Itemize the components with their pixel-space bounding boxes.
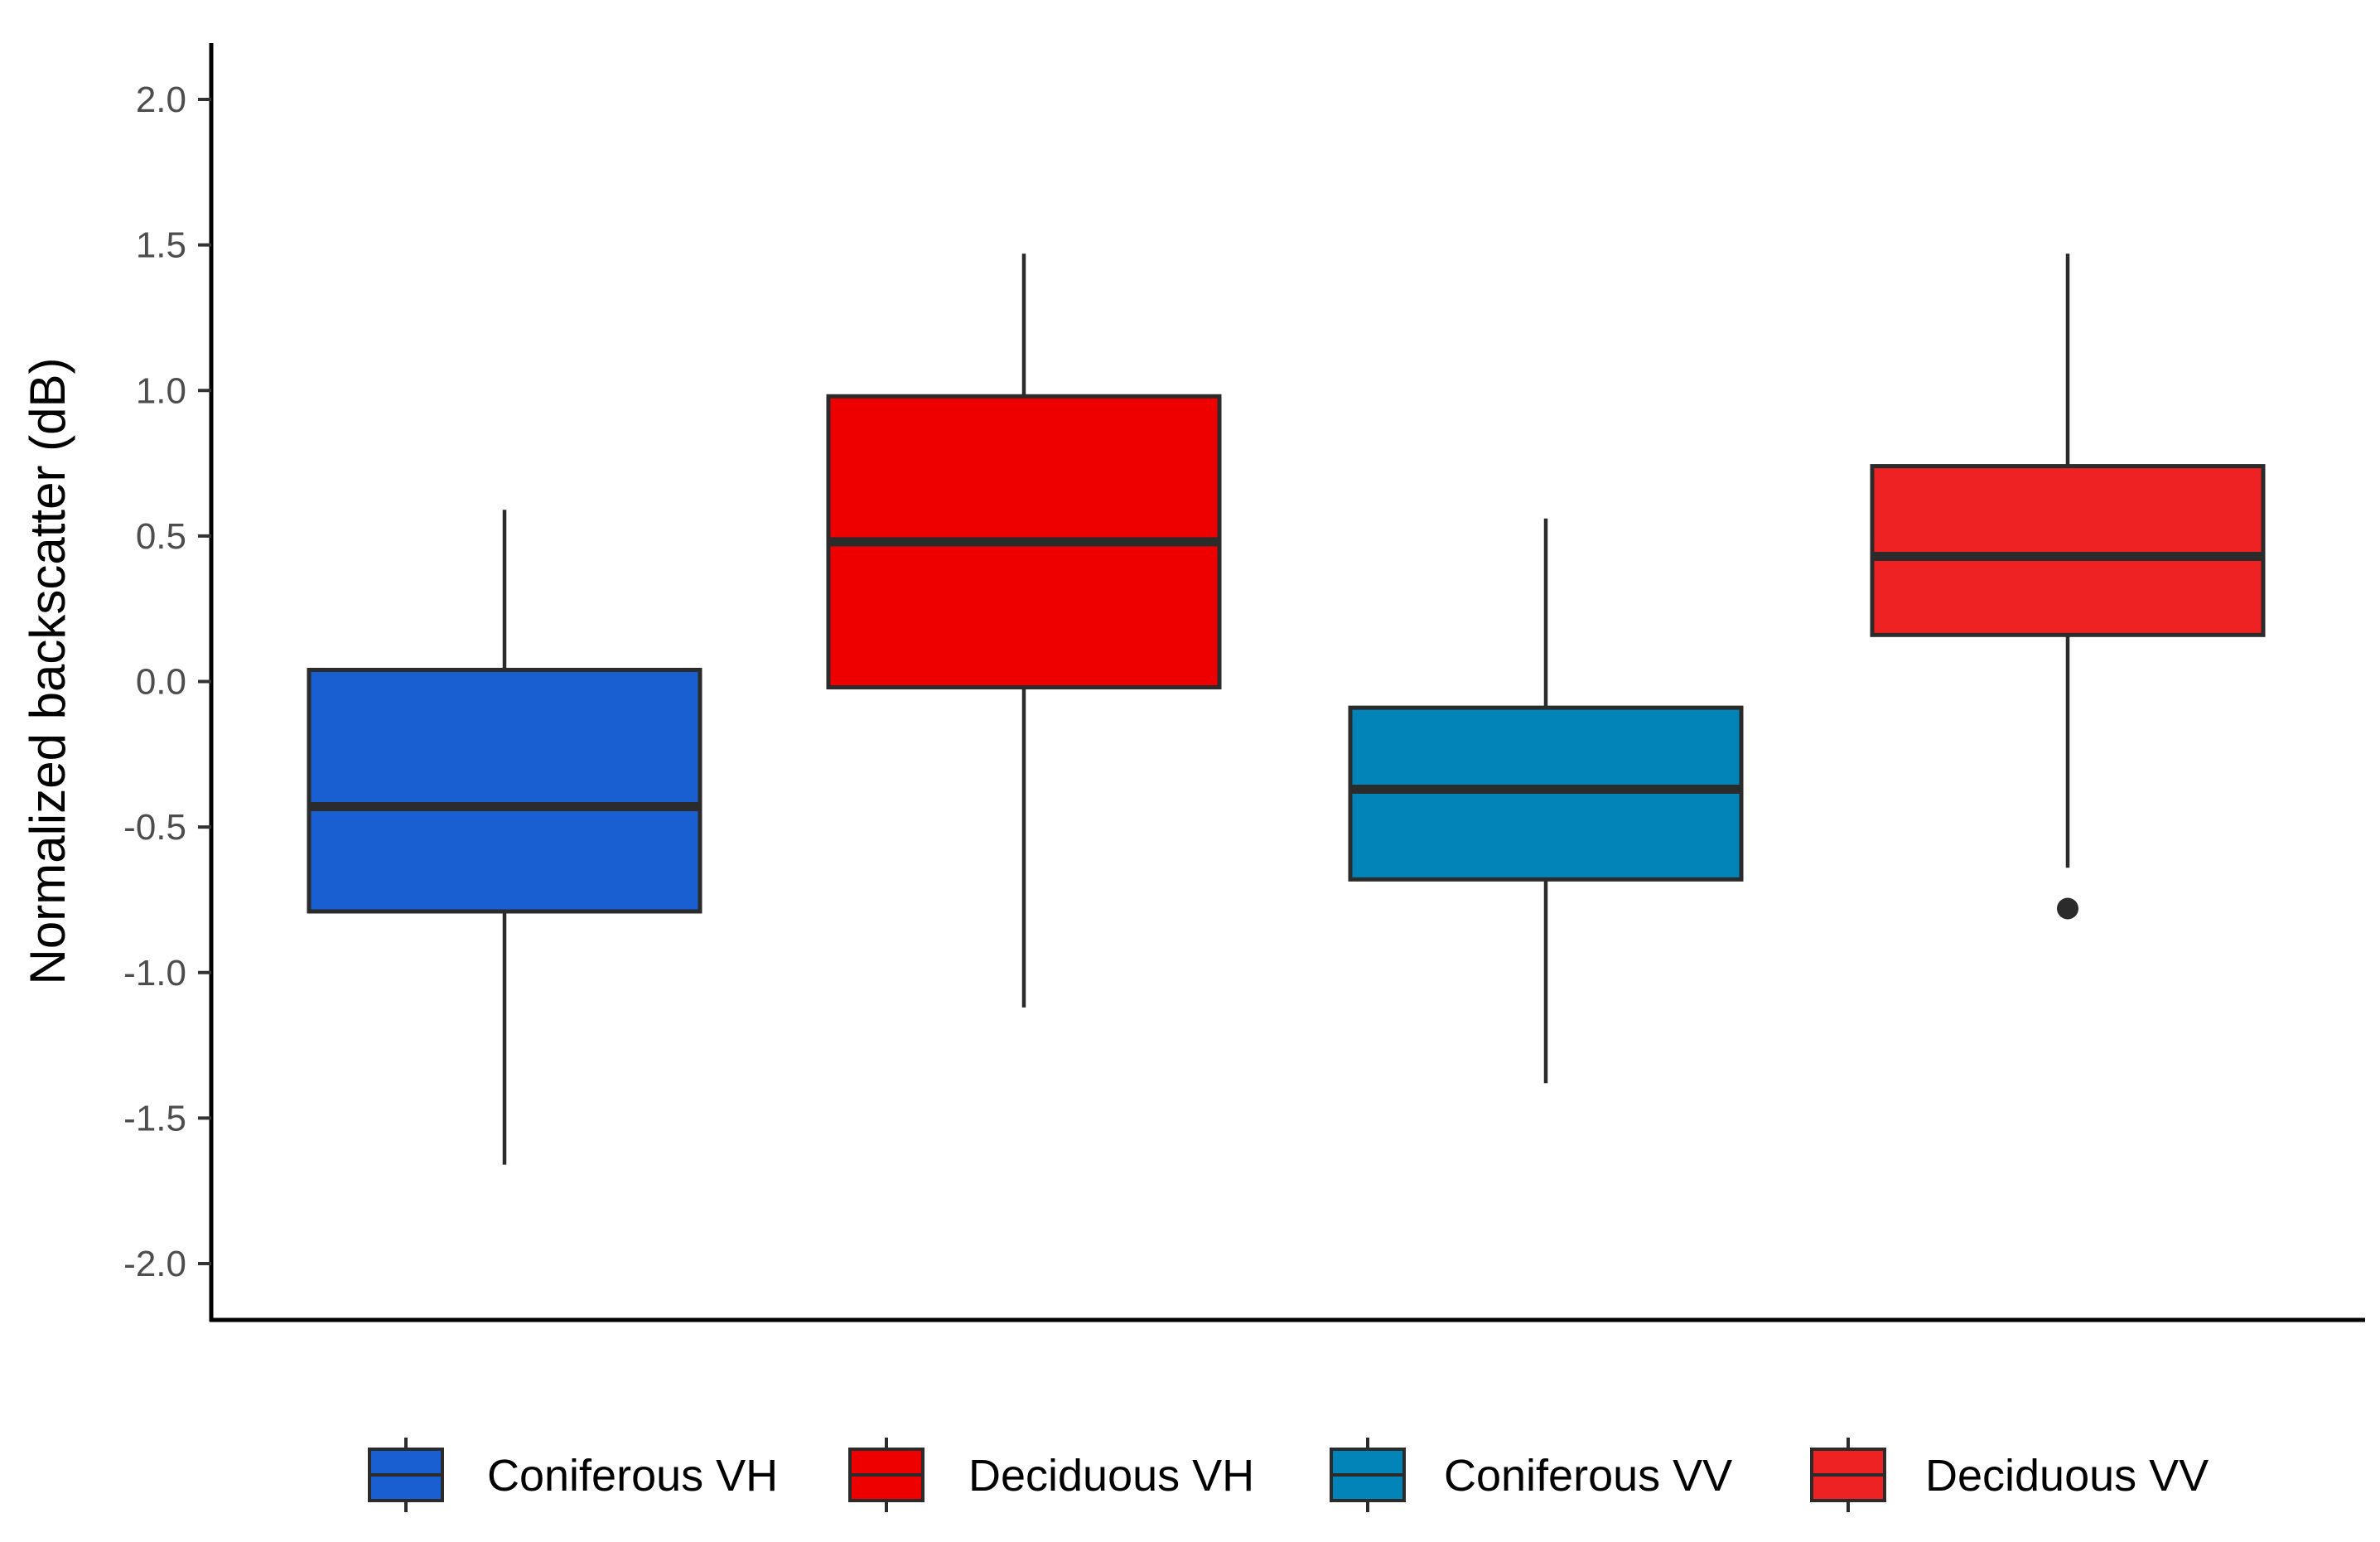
legend-label: Coniferous VV	[1444, 1451, 1732, 1501]
legend-item-coniferous-vh: Coniferous VH	[368, 1438, 778, 1512]
y-tick-label: 0.5	[136, 516, 186, 557]
box-coniferous-vv	[1348, 518, 1744, 1084]
legend-label: Coniferous VH	[487, 1451, 778, 1501]
box-deciduous-vh	[826, 254, 1222, 1008]
outlier-point	[2057, 897, 2078, 920]
y-tick-label: -1.5	[123, 1098, 186, 1138]
iqr-box	[1870, 464, 2266, 637]
box-coniferous-vh	[307, 510, 702, 1165]
box-deciduous-vv	[1870, 254, 2266, 920]
plot-area	[307, 254, 2266, 1165]
iqr-box	[307, 667, 702, 914]
legend-item-coniferous-vv: Coniferous VV	[1330, 1438, 1732, 1512]
y-axis: 2.0 1.5 1.0 0.5 0.0 -0.5 -1.0 -1.5 -2.0	[123, 43, 2365, 1322]
legend-item-deciduous-vh: Deciduous VH	[848, 1438, 1254, 1512]
legend-label: Deciduous VV	[1925, 1451, 2209, 1501]
legend-item-deciduous-vv: Deciduous VV	[1810, 1438, 2209, 1512]
y-tick-label: -1.0	[123, 953, 186, 993]
y-tick-label: 1.5	[136, 225, 186, 266]
y-tick-label: -0.5	[123, 807, 186, 848]
y-tick-label: 1.0	[136, 370, 186, 411]
y-tick-label: -2.0	[123, 1244, 186, 1284]
y-tick-label: 2.0	[136, 80, 186, 120]
y-tick-label: 0.0	[136, 662, 186, 703]
legend: Coniferous VH Deciduous VH Coniferous VV De…	[368, 1438, 2209, 1512]
legend-label: Deciduous VH	[968, 1451, 1254, 1501]
y-axis-title: Normalized backscatter (dB)	[20, 358, 75, 985]
